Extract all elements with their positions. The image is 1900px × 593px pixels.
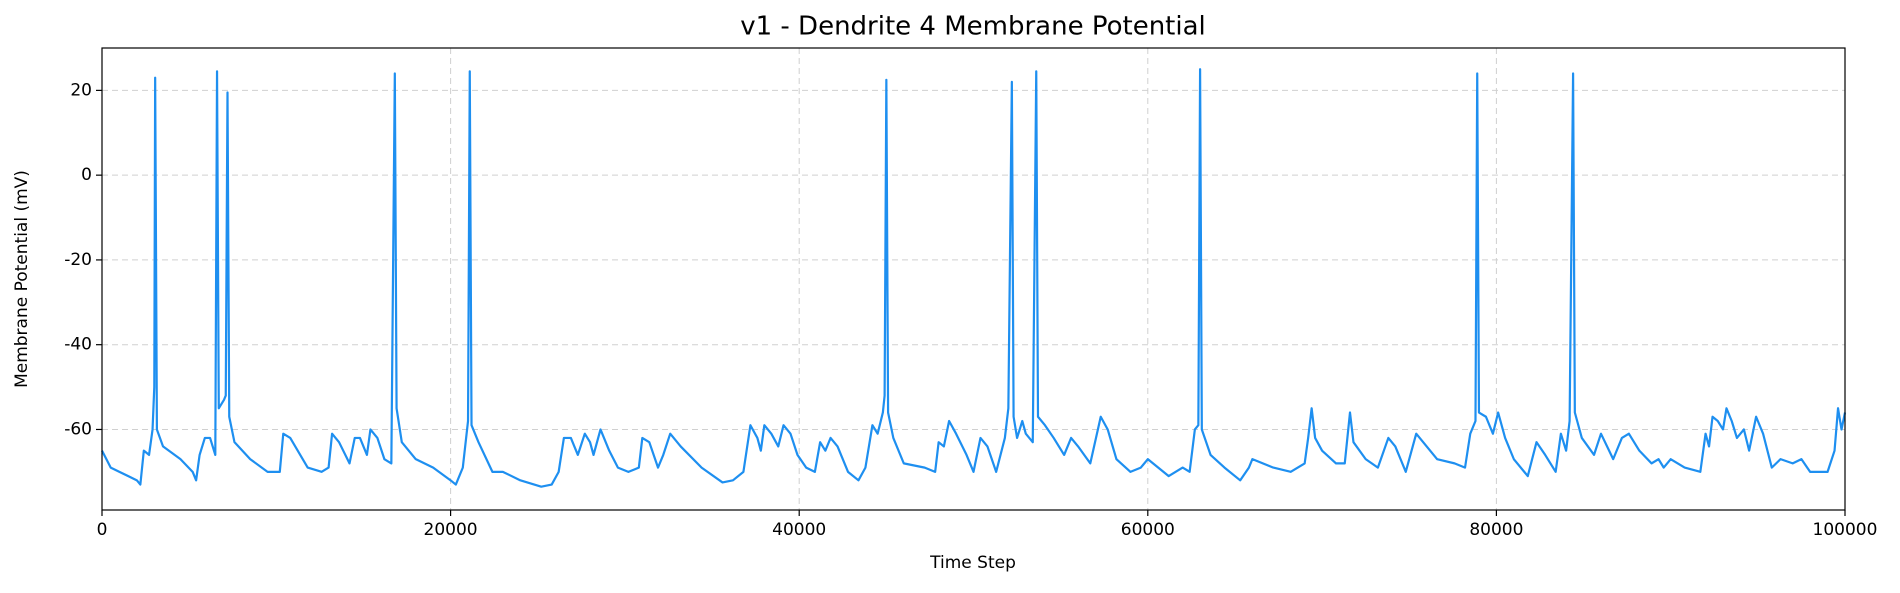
y-tick-label: -60 xyxy=(64,419,92,439)
plot-frame xyxy=(101,47,1846,511)
y-tick-label: -20 xyxy=(64,250,92,270)
x-axis-label: Time Step xyxy=(929,553,1016,573)
y-tick-label: -40 xyxy=(64,335,92,355)
x-tick-label: 20000 xyxy=(424,520,478,540)
x-tick-label: 0 xyxy=(97,520,108,540)
x-tick-label: 40000 xyxy=(772,520,826,540)
y-tick-label: 20 xyxy=(70,80,92,100)
x-tick-label: 100000 xyxy=(1813,520,1878,540)
data-line xyxy=(101,68,1847,488)
y-axis-label: Membrane Potential (mV) xyxy=(12,170,32,388)
x-tick-label: 60000 xyxy=(1121,520,1175,540)
y-tick-label: 0 xyxy=(81,165,92,185)
x-tick-label: 80000 xyxy=(1469,520,1523,540)
chart-title: v1 - Dendrite 4 Membrane Potential xyxy=(740,12,1206,42)
